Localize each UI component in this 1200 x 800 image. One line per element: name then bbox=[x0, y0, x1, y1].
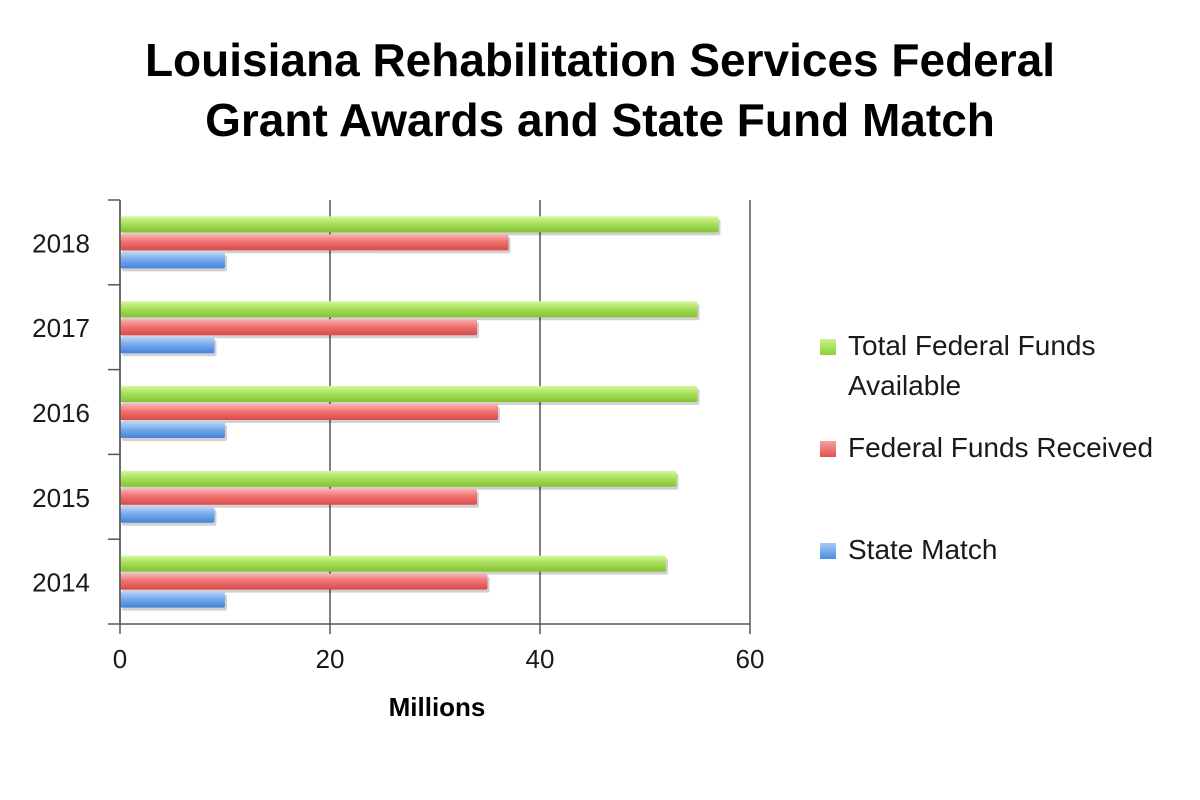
bar-total-federal-funds-available-2018 bbox=[120, 216, 719, 233]
legend-swatch-received bbox=[820, 441, 836, 457]
chart-title: Louisiana Rehabilitation Services Federa… bbox=[0, 30, 1200, 150]
x-tick-label: 60 bbox=[736, 644, 765, 674]
y-tick-label: 2016 bbox=[32, 398, 90, 428]
bar-total-federal-funds-available-2015 bbox=[120, 470, 677, 487]
bar-state-match-2014 bbox=[120, 591, 225, 608]
chart-title-line-2: Grant Awards and State Fund Match bbox=[205, 94, 995, 146]
legend-label-state: State Match bbox=[848, 534, 998, 565]
chart-title-line-1: Louisiana Rehabilitation Services Federa… bbox=[144, 34, 1056, 86]
bar-total-federal-funds-available-2017 bbox=[120, 301, 698, 318]
y-tick-label: 2018 bbox=[32, 228, 90, 258]
bar-federal-funds-received-2015 bbox=[120, 488, 477, 505]
bar-state-match-2015 bbox=[120, 506, 215, 523]
legend: Total Federal Funds Available Federal Fu… bbox=[820, 326, 1190, 570]
tick-labels: 2014 2015 2016 2017 2018 0 20 40 60 Millions bbox=[32, 228, 764, 722]
x-tick-label: 40 bbox=[526, 644, 555, 674]
y-tick-label: 2017 bbox=[32, 313, 90, 343]
bar-state-match-2018 bbox=[120, 252, 225, 269]
bar-federal-funds-received-2018 bbox=[120, 234, 509, 251]
bar-federal-funds-received-2017 bbox=[120, 319, 477, 336]
legend-label-total: Total Federal Funds Available bbox=[848, 330, 1096, 401]
legend-item-state-match: State Match bbox=[820, 530, 1190, 570]
legend-label-received: Federal Funds Received bbox=[848, 432, 1154, 463]
legend-swatch-total bbox=[820, 339, 836, 355]
x-tick-label: 20 bbox=[316, 644, 345, 674]
x-tick-label: 0 bbox=[113, 644, 127, 674]
bar-state-match-2016 bbox=[120, 422, 225, 438]
bar-federal-funds-received-2014 bbox=[120, 573, 488, 590]
y-tick-label: 2015 bbox=[32, 483, 90, 513]
legend-swatch-state bbox=[820, 543, 836, 559]
legend-item-total-federal-funds: Total Federal Funds Available bbox=[820, 326, 1190, 406]
bar-total-federal-funds-available-2014 bbox=[120, 555, 666, 572]
bar-federal-funds-received-2016 bbox=[120, 404, 498, 420]
axes bbox=[108, 199, 751, 634]
y-tick-label: 2014 bbox=[32, 568, 90, 598]
legend-item-federal-funds-received: Federal Funds Received bbox=[820, 428, 1190, 468]
bar-state-match-2017 bbox=[120, 337, 215, 354]
x-axis-title: Millions bbox=[389, 692, 486, 722]
bars bbox=[120, 216, 721, 611]
bar-total-federal-funds-available-2016 bbox=[120, 386, 698, 402]
